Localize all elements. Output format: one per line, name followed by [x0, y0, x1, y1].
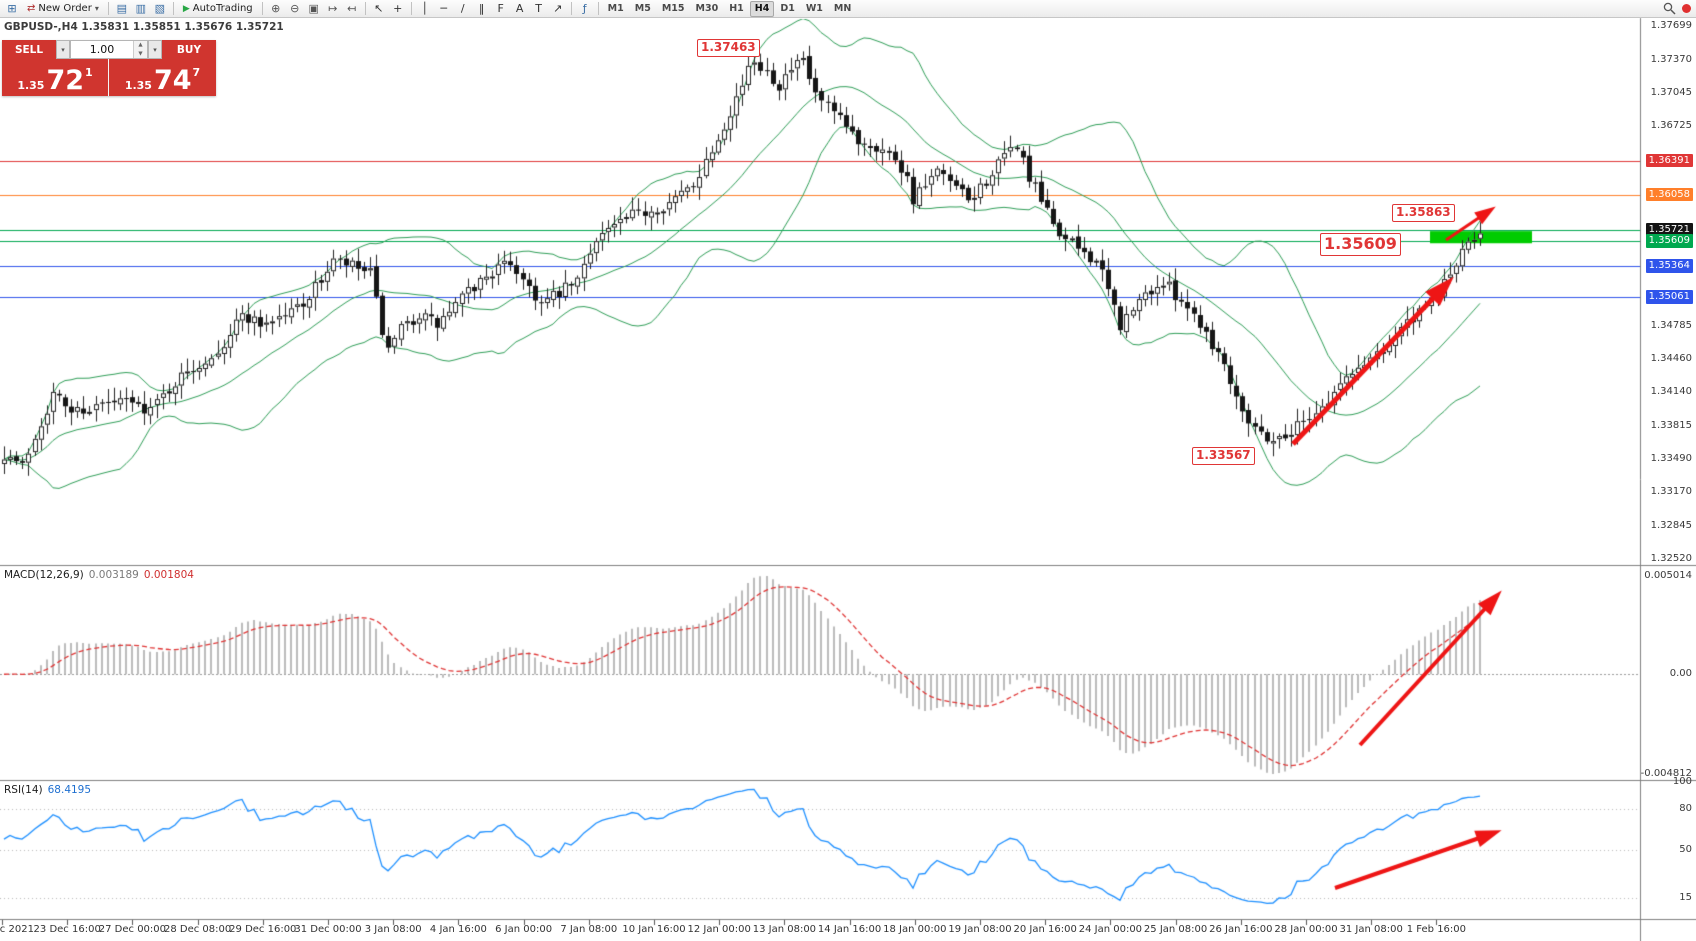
autotrading-button[interactable]: ▶ AutoTrading: [178, 1, 258, 16]
zoom-in-button[interactable]: ⊕: [271, 2, 281, 15]
toolbar: ⊞ ⇄ New Order ▾ ▤ ▥ ▧ ▶ AutoTrading ⊕ ⊖ ▣ ↦ ↤ ↖ + │ ─ / ‖ F A…: [0, 0, 1696, 18]
cursor-tool[interactable]: ↖: [374, 2, 384, 15]
macd-name: MACD(12,26,9): [4, 569, 84, 581]
timeframe-d1[interactable]: D1: [780, 3, 795, 14]
crosshair-tool[interactable]: +: [393, 2, 403, 15]
timeframe-m5[interactable]: M5: [634, 3, 651, 14]
timeframe-h1[interactable]: H1: [729, 3, 744, 14]
arrows-tool[interactable]: ↗: [553, 2, 563, 15]
ask-prefix: 1.35: [124, 79, 152, 92]
zoom-out-button[interactable]: ⊖: [290, 2, 300, 15]
vertical-line-tool[interactable]: │: [421, 2, 428, 15]
channel-tool[interactable]: ‖: [478, 2, 485, 15]
macd-indicator-label: MACD(12,26,9) 0.003189 0.001804: [4, 569, 194, 581]
toolbar-separator: [410, 2, 412, 15]
timeframe-w1[interactable]: W1: [805, 3, 823, 14]
fibonacci-tool[interactable]: F: [497, 2, 504, 15]
toolbar-separator: [570, 2, 572, 15]
bid-prefix: 1.35: [17, 79, 45, 92]
sell-options-caret-icon[interactable]: ▾: [56, 40, 70, 59]
profiles-button[interactable]: ▤: [116, 2, 128, 15]
templates-button[interactable]: ▧: [154, 2, 166, 15]
autotrading-button-play-icon: ▶: [182, 3, 190, 14]
timeframe-m15[interactable]: M15: [661, 3, 685, 14]
new-chart-button[interactable]: ⊞: [7, 2, 17, 15]
search-icon[interactable]: [1660, 1, 1678, 16]
toolbar-separator: [261, 2, 263, 15]
toolbar-separator: [364, 2, 366, 15]
ask-main-digits: 74: [153, 64, 192, 96]
bid-point-digit: 1: [85, 66, 93, 79]
new-order-button[interactable]: ⇄ New Order ▾: [22, 1, 104, 16]
timeframe-m1[interactable]: M1: [607, 3, 624, 14]
auto-scroll-button[interactable]: ↦: [328, 2, 338, 15]
tile-windows-button[interactable]: ▣: [308, 2, 319, 15]
volume-input[interactable]: 1.00: [89, 43, 115, 56]
rsi-value: 68.4195: [47, 784, 92, 796]
rsi-indicator-label: RSI(14) 68.4195: [4, 784, 91, 796]
indicators-button[interactable]: ƒ: [582, 2, 587, 15]
horizontal-line-tool[interactable]: ─: [440, 2, 447, 15]
chart-shift-button[interactable]: ↤: [347, 2, 357, 15]
sell-button[interactable]: SELL: [2, 40, 56, 59]
label-tool[interactable]: T: [535, 2, 543, 15]
time-axis[interactable]: [0, 920, 1640, 941]
bid-main-digits: 72: [46, 64, 85, 96]
volume-down-button[interactable]: ▼: [134, 49, 147, 58]
volume-stepper: ▲ ▼: [133, 41, 147, 58]
toolbar-separator: [107, 2, 109, 15]
chart-title: GBPUSD-,H4 1.35831 1.35851 1.35676 1.357…: [4, 21, 284, 33]
toolbar-separator: [597, 2, 599, 15]
sell-price-button[interactable]: 1.35 72 1: [2, 59, 109, 96]
buy-button[interactable]: BUY: [162, 40, 216, 59]
ask-point-digit: 7: [192, 66, 201, 79]
one-click-trading-panel: SELL ▾ 1.00 ▲ ▼ ▾ BUY 1.35 72 1 1.35 74 …: [2, 40, 216, 96]
new-order-button-icon: ⇄: [27, 3, 36, 14]
macd-main-value: 0.003189: [88, 569, 139, 581]
toolbar-separator: [172, 2, 174, 15]
charts-button[interactable]: ▥: [135, 2, 147, 15]
trendline-tool[interactable]: /: [460, 2, 465, 15]
text-tool[interactable]: A: [515, 2, 524, 15]
timeframe-m30[interactable]: M30: [695, 3, 719, 14]
buy-price-button[interactable]: 1.35 74 7: [109, 59, 216, 96]
volume-field: 1.00 ▲ ▼: [70, 40, 148, 59]
timeframe-h4[interactable]: H4: [749, 0, 775, 17]
timeframe-mn[interactable]: MN: [833, 3, 852, 14]
macd-signal-value: 0.001804: [143, 569, 194, 581]
autotrading-button-label: AutoTrading: [192, 3, 253, 14]
new-order-button-caret-icon: ▾: [94, 4, 99, 13]
rsi-name: RSI(14): [4, 784, 43, 796]
price-axis[interactable]: [1641, 18, 1696, 941]
volume-up-button[interactable]: ▲: [134, 41, 147, 50]
new-order-button-label: New Order: [38, 3, 92, 14]
buy-options-caret-icon[interactable]: ▾: [148, 40, 162, 59]
notification-badge[interactable]: [1682, 4, 1691, 13]
toolbar-right-group: [1660, 1, 1693, 16]
